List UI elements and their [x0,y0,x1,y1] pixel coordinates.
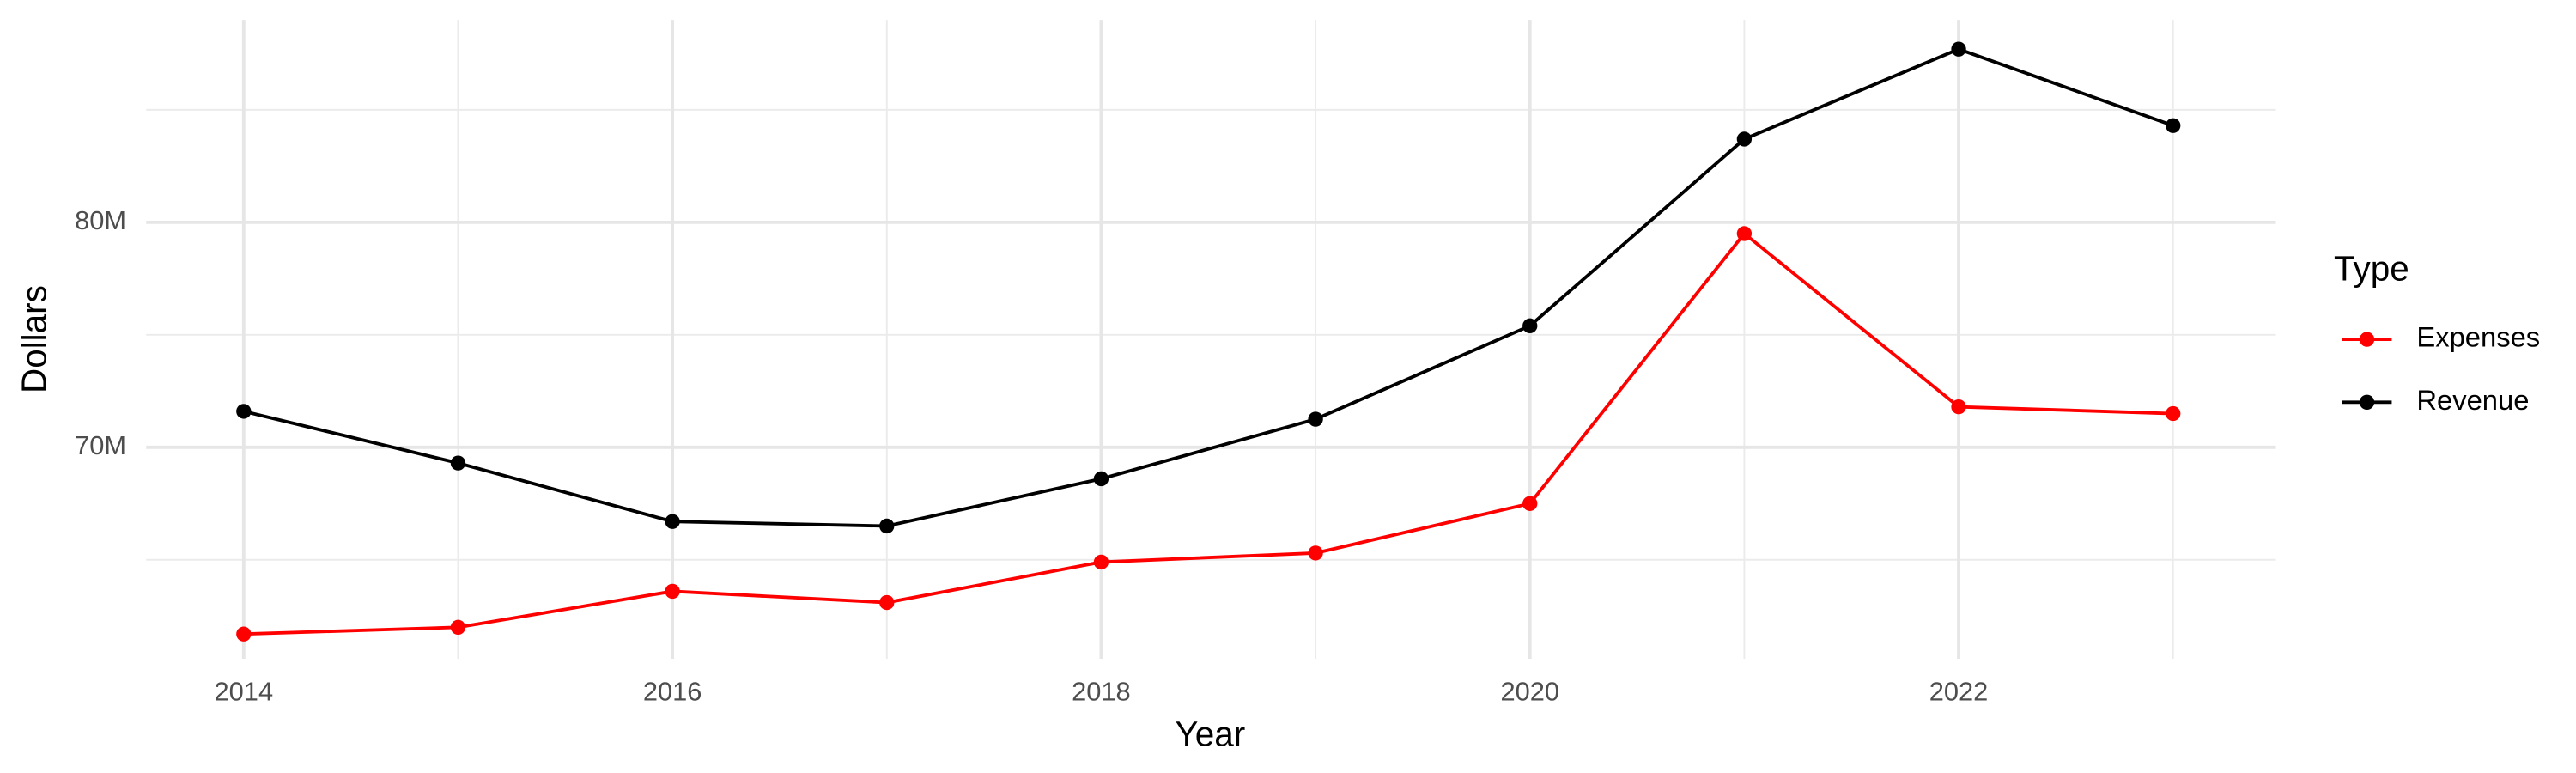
point [879,518,895,534]
point [2166,118,2181,133]
point [665,583,680,600]
point [2166,405,2181,422]
y-tick-label: 80M [75,205,126,235]
x-tick-label: 2018 [1072,677,1131,707]
x-tick-label: 2020 [1500,677,1559,707]
point [1093,471,1109,487]
point [236,404,252,419]
x-tick-label: 2016 [643,677,702,707]
point [1736,131,1753,147]
point [1951,399,1966,415]
point [1522,318,1538,334]
y-axis-title: Dollars [15,285,54,393]
point [1308,545,1323,561]
legend-label: Revenue [2416,384,2529,416]
point [1522,496,1538,511]
x-tick-label: 2014 [215,677,274,707]
point [1308,411,1323,427]
y-tick-label: 70M [75,430,126,460]
x-tick-label: 2022 [1929,677,1989,707]
legend-key-point [2359,332,2375,347]
legend-title: Type [2334,249,2409,289]
point [665,514,680,529]
legend-label: Expenses [2416,321,2540,353]
series-line [243,231,2173,636]
series-line [243,47,2174,528]
legend-key-point [2359,394,2375,410]
point [1093,554,1109,570]
point [450,455,466,471]
point [879,594,895,611]
x-axis-title: Year [1176,714,1246,753]
point [236,626,252,642]
point [1951,41,1966,57]
point [450,619,466,636]
point [1736,226,1753,241]
